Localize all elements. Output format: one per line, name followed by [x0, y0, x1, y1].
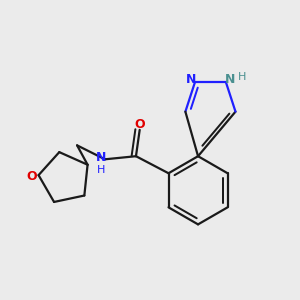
Text: N: N — [96, 151, 106, 164]
Text: N: N — [186, 73, 196, 86]
Text: N: N — [224, 73, 235, 86]
Text: H: H — [238, 72, 246, 82]
Text: H: H — [97, 165, 105, 175]
Text: O: O — [134, 118, 145, 131]
Text: O: O — [26, 170, 37, 183]
